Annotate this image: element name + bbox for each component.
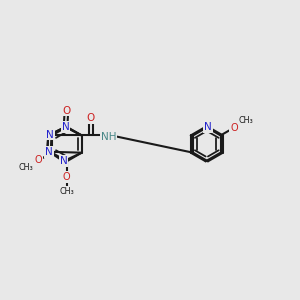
Text: N: N (60, 156, 67, 166)
Text: O: O (63, 172, 70, 182)
Text: CH₃: CH₃ (239, 116, 254, 125)
Text: N: N (46, 130, 54, 140)
Text: NH: NH (101, 132, 116, 142)
Text: CH₃: CH₃ (19, 163, 34, 172)
Text: O: O (35, 155, 42, 165)
Text: N: N (45, 147, 53, 157)
Text: O: O (62, 106, 70, 116)
Text: CH₃: CH₃ (59, 187, 74, 196)
Text: N: N (204, 122, 212, 132)
Text: O: O (230, 123, 238, 133)
Text: O: O (87, 113, 95, 123)
Text: N: N (61, 122, 69, 132)
